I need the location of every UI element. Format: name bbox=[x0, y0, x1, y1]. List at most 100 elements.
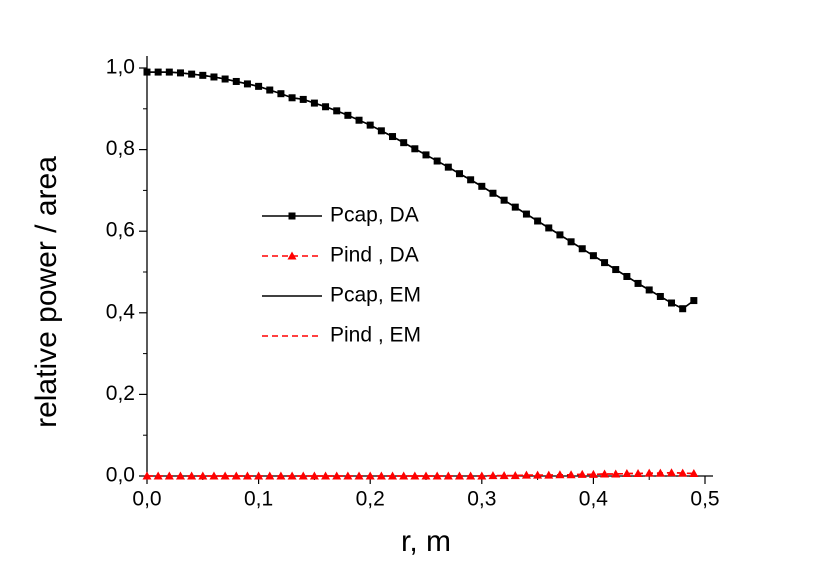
marker bbox=[142, 471, 152, 480]
marker bbox=[388, 471, 398, 480]
marker bbox=[522, 210, 530, 218]
marker bbox=[443, 471, 453, 480]
marker bbox=[556, 231, 564, 239]
marker bbox=[299, 95, 307, 103]
x-tick-label: 0,3 bbox=[467, 488, 496, 511]
marker bbox=[354, 471, 364, 480]
marker bbox=[309, 471, 319, 480]
marker bbox=[679, 305, 687, 313]
marker bbox=[433, 157, 441, 165]
marker bbox=[400, 139, 408, 147]
y-axis-title: relative power / area bbox=[30, 156, 63, 428]
series-line bbox=[147, 71, 695, 310]
marker bbox=[277, 90, 285, 98]
marker bbox=[176, 69, 184, 77]
marker bbox=[287, 471, 297, 480]
marker bbox=[521, 470, 531, 479]
marker bbox=[466, 471, 476, 480]
marker bbox=[266, 86, 274, 94]
marker bbox=[265, 471, 275, 480]
marker bbox=[221, 75, 229, 83]
marker bbox=[689, 469, 699, 478]
y-tick-label: 0,8 bbox=[106, 137, 135, 160]
marker bbox=[645, 286, 653, 294]
marker bbox=[154, 68, 162, 76]
marker bbox=[668, 299, 676, 307]
marker bbox=[499, 471, 509, 480]
marker bbox=[500, 196, 508, 204]
marker bbox=[478, 182, 486, 190]
marker bbox=[589, 252, 597, 260]
marker bbox=[209, 471, 219, 480]
marker bbox=[633, 469, 643, 478]
legend-marker bbox=[288, 212, 296, 220]
marker bbox=[332, 471, 342, 480]
marker bbox=[410, 471, 420, 480]
marker bbox=[488, 471, 498, 480]
marker bbox=[622, 469, 632, 478]
marker bbox=[254, 471, 264, 480]
marker bbox=[343, 471, 353, 480]
marker bbox=[454, 471, 464, 480]
x-axis-title: r, m bbox=[401, 525, 451, 558]
marker bbox=[489, 189, 497, 197]
x-tick-label: 0,5 bbox=[690, 488, 719, 511]
legend-marker bbox=[287, 251, 297, 260]
marker bbox=[243, 80, 251, 88]
marker bbox=[612, 266, 620, 274]
marker bbox=[455, 170, 463, 178]
legend-label: Pind , EM bbox=[330, 324, 421, 347]
y-tick-label: 0,0 bbox=[106, 464, 135, 487]
marker bbox=[467, 176, 475, 184]
marker bbox=[555, 470, 565, 479]
y-tick-label: 0,6 bbox=[106, 219, 135, 242]
marker bbox=[611, 469, 621, 478]
marker bbox=[588, 469, 598, 478]
series-line bbox=[147, 71, 695, 310]
marker bbox=[578, 245, 586, 253]
legend-label: Pcap, DA bbox=[330, 204, 419, 227]
marker bbox=[365, 471, 375, 480]
marker bbox=[242, 471, 252, 480]
marker bbox=[298, 471, 308, 480]
marker bbox=[566, 470, 576, 479]
marker bbox=[655, 468, 665, 477]
marker bbox=[199, 71, 207, 79]
marker bbox=[175, 471, 185, 480]
marker bbox=[511, 203, 519, 211]
legend-label: Pind , DA bbox=[330, 244, 419, 267]
marker bbox=[288, 94, 296, 102]
marker bbox=[333, 107, 341, 115]
marker bbox=[389, 133, 397, 141]
y-tick-label: 0,2 bbox=[106, 382, 135, 405]
marker bbox=[534, 217, 542, 225]
marker bbox=[198, 471, 208, 480]
marker bbox=[231, 471, 241, 480]
marker bbox=[321, 471, 331, 480]
x-tick-label: 0,2 bbox=[356, 488, 385, 511]
marker bbox=[344, 111, 352, 119]
marker bbox=[411, 145, 419, 153]
marker bbox=[376, 471, 386, 480]
x-tick-label: 0,0 bbox=[132, 488, 161, 511]
x-tick-label: 0,4 bbox=[579, 488, 609, 511]
marker bbox=[187, 471, 197, 480]
marker bbox=[188, 70, 196, 78]
marker bbox=[220, 471, 230, 480]
marker bbox=[544, 470, 554, 479]
marker bbox=[656, 292, 664, 300]
marker bbox=[143, 68, 151, 76]
marker bbox=[510, 471, 520, 480]
marker bbox=[255, 82, 263, 90]
marker bbox=[567, 238, 575, 246]
marker bbox=[577, 469, 587, 478]
y-tick-label: 0,4 bbox=[106, 300, 136, 323]
marker bbox=[276, 471, 286, 480]
marker bbox=[678, 468, 688, 477]
marker bbox=[477, 471, 487, 480]
marker bbox=[165, 68, 173, 76]
marker bbox=[366, 121, 374, 129]
legend-label: Pcap, EM bbox=[330, 284, 421, 307]
marker bbox=[310, 99, 318, 107]
